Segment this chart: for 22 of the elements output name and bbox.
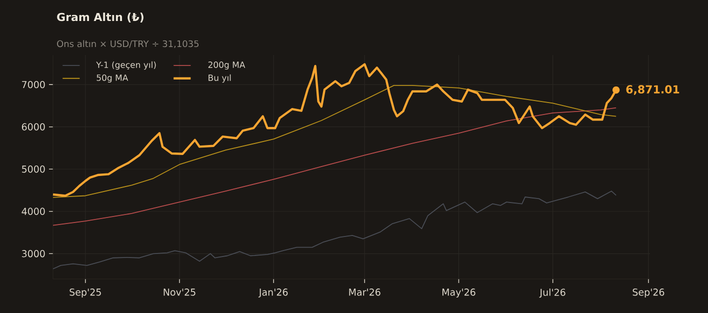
x-tick-label: Sep'25 bbox=[70, 288, 101, 298]
x-tick-label: May'26 bbox=[442, 288, 476, 298]
line-series bbox=[52, 190, 617, 270]
x-tick-label: Mar'26 bbox=[349, 288, 380, 296]
annotation: 6,871.01 bbox=[626, 85, 680, 95]
x-tick-label: Sep'26 bbox=[632, 288, 664, 298]
y-tick-label: 7000 bbox=[22, 80, 45, 88]
chart-title: Gram Altın (₺) bbox=[57, 12, 144, 22]
x-tick-label: Nov'25 bbox=[164, 288, 196, 296]
legend-label: Y-1 (geçen yıl) bbox=[96, 61, 156, 70]
y-tick-label: 3000 bbox=[22, 250, 45, 258]
legend-label: Bu yıl bbox=[208, 74, 231, 83]
y-tick-label: 5000 bbox=[22, 166, 45, 173]
x-tick-label: Jan'26 bbox=[258, 288, 288, 298]
y-tick-label: 4000 bbox=[22, 208, 45, 215]
chart-subtitle: Ons altın × USD/TRY ÷ 31,1035 bbox=[57, 40, 199, 48]
x-tick-label: Jul'26 bbox=[539, 288, 566, 298]
legend-label: 50g MA bbox=[96, 74, 128, 83]
line-series bbox=[52, 84, 617, 198]
legend-label: 200g MA bbox=[208, 62, 246, 70]
y-tick-label: 6000 bbox=[22, 123, 45, 130]
line-series bbox=[52, 107, 617, 226]
